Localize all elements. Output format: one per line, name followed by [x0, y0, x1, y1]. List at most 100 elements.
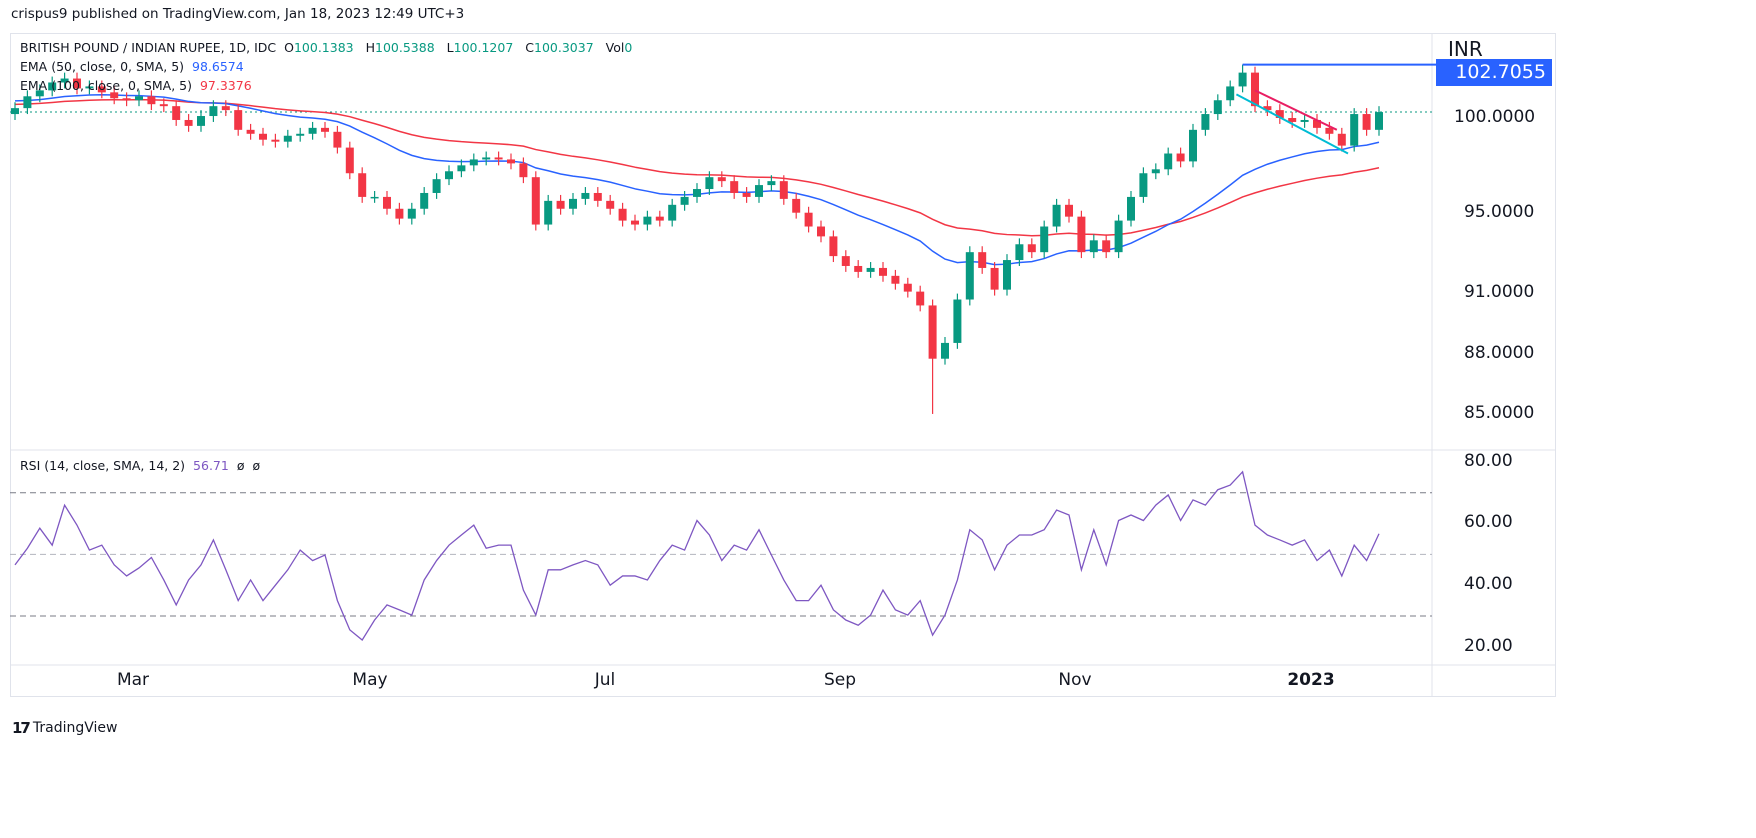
candle-body: [655, 216, 664, 221]
rsi-line: [14, 470, 1380, 641]
tradingview-logo[interactable]: 17 TradingView: [12, 719, 117, 737]
ema100-legend[interactable]: EMA (100, close, 0, SMA, 5) 97.3376: [20, 78, 256, 93]
currency-label: INR: [1448, 37, 1483, 61]
candle-body: [631, 220, 639, 225]
candle-body: [197, 116, 205, 126]
candle-body: [779, 181, 788, 199]
rsi-tick: 60.00: [1464, 512, 1513, 532]
rsi-value: 56.71: [193, 458, 229, 473]
candle-body: [395, 208, 404, 219]
rsi-legend[interactable]: RSI (14, close, SMA, 14, 2) 56.71 ø ø: [20, 458, 264, 473]
x-tick-sep: Sep: [823, 670, 857, 690]
rsi-extra-1: ø: [236, 458, 245, 473]
candle-body: [668, 204, 677, 221]
candle-body: [891, 275, 900, 284]
candle-body: [1201, 114, 1210, 130]
vol-value: 0: [624, 40, 633, 55]
rsi-label: RSI (14, close, SMA, 14, 2): [20, 458, 186, 473]
candle-body: [1027, 244, 1036, 253]
candle-body: [507, 159, 515, 164]
ema100-value: 97.3376: [199, 78, 252, 93]
chart-frame: [10, 33, 1556, 697]
candle-body: [1251, 72, 1259, 107]
candle-body: [35, 90, 44, 97]
candle-body: [680, 196, 689, 205]
candle-body: [73, 78, 81, 89]
candle-body: [792, 198, 801, 213]
candle-body: [581, 192, 590, 199]
candle-body: [122, 98, 131, 101]
candle-body: [48, 82, 57, 91]
candle-body: [1015, 244, 1024, 261]
candle-body: [60, 78, 69, 83]
high-value: 100.5388: [375, 40, 435, 55]
vol-label: Vol: [605, 40, 625, 55]
candle-body: [1164, 153, 1173, 170]
candle-body: [457, 165, 466, 172]
ema50-label: EMA (50, close, 0, SMA, 5): [20, 59, 185, 74]
candle-body: [271, 139, 280, 142]
candle-body: [544, 200, 553, 225]
candle-body: [1300, 119, 1309, 122]
candle-body: [358, 173, 367, 197]
candle-body: [184, 119, 193, 126]
candle-body: [494, 157, 503, 160]
open-label: O: [284, 40, 294, 55]
ema50-legend[interactable]: EMA (50, close, 0, SMA, 5) 98.6574: [20, 59, 248, 74]
candle-body: [1226, 86, 1235, 101]
candle-body: [1263, 106, 1272, 111]
ema100-line: [14, 98, 1380, 237]
price-tick: 100.0000: [1454, 107, 1536, 127]
x-tick-nov: Nov: [1058, 670, 1092, 690]
candle-body: [370, 196, 379, 199]
candle-body: [866, 267, 875, 272]
candle-body: [1288, 118, 1297, 122]
candle-body: [147, 96, 156, 105]
close-value: 100.3037: [534, 40, 594, 55]
resistance-price-label: 102.7055: [1436, 59, 1552, 86]
open-value: 100.1383: [293, 40, 354, 55]
candle-body: [333, 131, 342, 148]
candle-body: [953, 299, 962, 343]
candle-body: [1350, 114, 1359, 146]
tradingview-logo-icon: 17: [12, 719, 31, 737]
candle-body: [1077, 216, 1086, 253]
price-tick: 88.0000: [1464, 343, 1535, 363]
candle-body: [432, 179, 441, 193]
candle-body: [742, 192, 751, 197]
candle-body: [1337, 133, 1346, 146]
rsi-tick: 40.00: [1464, 574, 1513, 594]
candle-body: [308, 127, 317, 134]
high-label: H: [365, 40, 376, 55]
candle-body: [321, 127, 329, 132]
candle-body: [1313, 119, 1321, 128]
candle-body: [767, 181, 776, 186]
candle-body: [519, 163, 528, 178]
candle-body: [1176, 153, 1185, 162]
candle-body: [755, 185, 763, 197]
candle-body: [482, 157, 491, 160]
rsi-extra-2: ø: [252, 458, 261, 473]
candle-body: [407, 208, 416, 219]
candle-body: [693, 189, 701, 197]
candle-body: [97, 86, 106, 93]
candle-body: [469, 159, 478, 166]
close-label: C: [525, 40, 534, 55]
candle-body: [593, 192, 602, 201]
candle-body: [804, 212, 813, 227]
candle-body: [606, 200, 615, 209]
rsi-tick: 20.00: [1464, 636, 1513, 656]
candle-body: [445, 171, 453, 180]
x-tick-jul: Jul: [594, 670, 616, 690]
candle-body: [556, 200, 565, 209]
publisher-line: crispus9 published on TradingView.com, J…: [11, 6, 465, 22]
candle-body: [209, 106, 218, 117]
candle-body: [1189, 129, 1197, 162]
candle-body: [135, 96, 143, 101]
candle-body: [978, 252, 987, 268]
candle-body: [11, 108, 19, 115]
candle-body: [172, 106, 181, 120]
x-tick-may: May: [352, 670, 388, 690]
candle-body: [1238, 72, 1247, 87]
